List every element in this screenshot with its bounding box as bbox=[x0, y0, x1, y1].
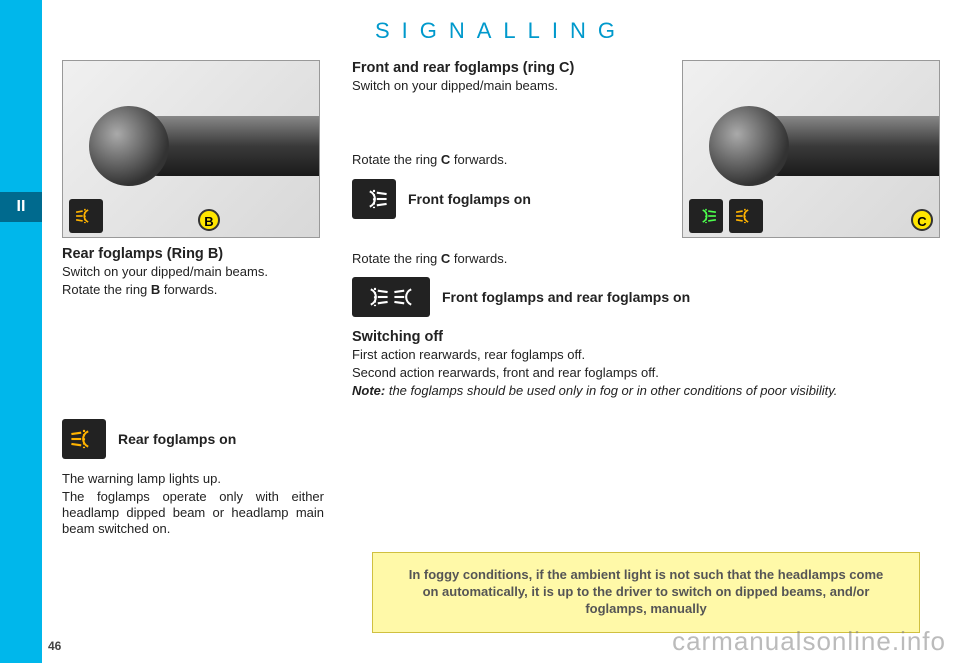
txt: forwards. bbox=[450, 251, 507, 266]
indicator-rear-foglamps: Rear foglamps on bbox=[62, 419, 324, 459]
dashboard-icons-left bbox=[69, 199, 103, 233]
dashboard-icons-right bbox=[689, 199, 763, 233]
front-fog-indicator-icon bbox=[352, 179, 396, 219]
txt-bold: B bbox=[151, 282, 160, 297]
front-rear-fog-indicator-icon bbox=[352, 277, 430, 317]
txt: forwards. bbox=[160, 282, 217, 297]
rear-fog-amber-icon bbox=[729, 199, 763, 233]
ring-b-label: B bbox=[198, 209, 220, 231]
txt: forwards. bbox=[450, 152, 507, 167]
txt: Rotate the ring bbox=[62, 282, 151, 297]
text-first-action: First action rearwards, rear foglamps of… bbox=[352, 347, 940, 363]
text-switch-on-2: Switch on your dipped/main beams. bbox=[352, 78, 632, 94]
txt: Rotate the ring bbox=[352, 251, 441, 266]
content-area: B bbox=[42, 60, 960, 538]
heading-front-rear-foglamps: Front and rear foglamps (ring C) bbox=[352, 60, 632, 76]
text-rotate-b: Rotate the ring B forwards. bbox=[62, 282, 324, 298]
txt-bold: C bbox=[441, 152, 450, 167]
page-header: SIGNALLING bbox=[42, 0, 960, 60]
ring-c-label: C bbox=[911, 209, 933, 231]
page-number: 46 bbox=[48, 639, 61, 653]
text-foglamps-operate: The foglamps operate only with either he… bbox=[62, 489, 324, 538]
indicator-front-rear-foglamps: Front foglamps and rear foglamps on bbox=[352, 277, 940, 317]
stalk-illustration bbox=[89, 101, 320, 191]
watermark: carmanualsonline.info bbox=[672, 626, 946, 657]
text-rotate-c-1: Rotate the ring C forwards. bbox=[352, 152, 632, 168]
text-second-action: Second action rearwards, front and rear … bbox=[352, 365, 940, 381]
rear-fog-icon bbox=[69, 199, 103, 233]
left-column: B bbox=[62, 60, 324, 538]
right-column: C bbox=[352, 60, 940, 538]
text-rotate-c-2: Rotate the ring C forwards. bbox=[352, 251, 940, 267]
page-body: SIGNALLING B bbox=[42, 0, 960, 663]
heading-switching-off: Switching off bbox=[352, 329, 940, 345]
sidebar-cyan: II bbox=[0, 0, 42, 663]
indicator-front-label: Front foglamps on bbox=[408, 191, 531, 207]
section-badge: II bbox=[0, 192, 42, 222]
callout-box: In foggy conditions, if the ambient ligh… bbox=[372, 552, 920, 633]
figure-ring-b: B bbox=[62, 60, 320, 238]
figure-ring-c: C bbox=[682, 60, 940, 238]
txt-bold: C bbox=[441, 251, 450, 266]
text-note: Note: the foglamps should be used only i… bbox=[352, 383, 940, 399]
txt: Rotate the ring bbox=[352, 152, 441, 167]
text-warning-lamp: The warning lamp lights up. bbox=[62, 471, 324, 487]
front-fog-green-icon bbox=[689, 199, 723, 233]
text-switch-on: Switch on your dipped/main beams. bbox=[62, 264, 324, 280]
heading-rear-foglamps: Rear foglamps (Ring B) bbox=[62, 246, 324, 262]
indicator-front-foglamps: Front foglamps on bbox=[352, 179, 632, 219]
indicator-front-rear-label: Front foglamps and rear foglamps on bbox=[442, 289, 690, 305]
rear-fog-indicator-icon bbox=[62, 419, 106, 459]
stalk-illustration bbox=[709, 101, 940, 191]
note-bold: Note: bbox=[352, 383, 385, 398]
indicator-rear-label: Rear foglamps on bbox=[118, 431, 236, 447]
note-rest: the foglamps should be used only in fog … bbox=[385, 383, 837, 398]
